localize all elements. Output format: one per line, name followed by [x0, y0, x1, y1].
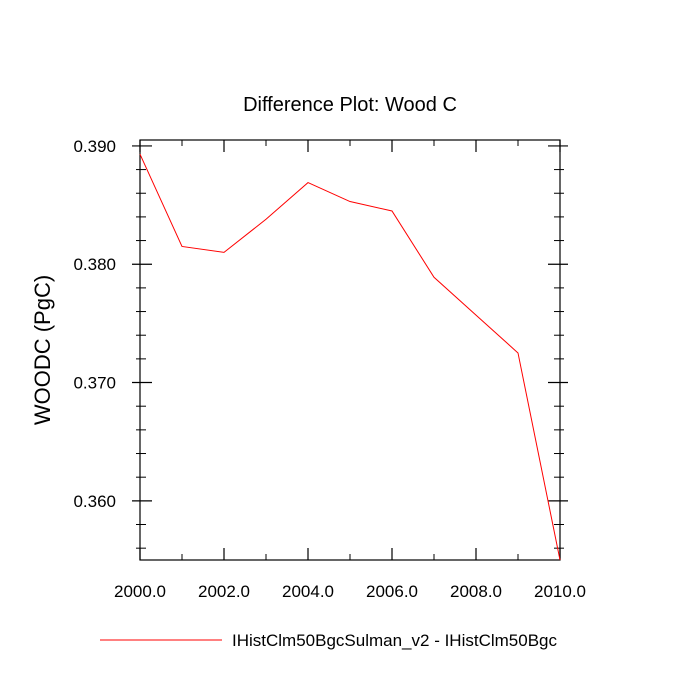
y-tick-label: 0.360 — [73, 492, 116, 511]
x-tick-label: 2010.0 — [534, 582, 586, 601]
y-axis-ticks — [132, 145, 568, 549]
legend: IHistClm50BgcSulman_v2 - IHistClm50Bgc — [100, 631, 557, 650]
y-tick-label: 0.380 — [73, 255, 116, 274]
y-axis-tick-labels: 0.360 0.370 0.380 0.390 — [73, 137, 116, 511]
chart-title: Difference Plot: Wood C — [243, 94, 457, 116]
y-axis-label: WOODC (PgC) — [30, 275, 55, 425]
legend-series-label: IHistClm50BgcSulman_v2 - IHistClm50Bgc — [232, 631, 557, 650]
x-tick-label: 2008.0 — [450, 582, 502, 601]
y-tick-label: 0.390 — [73, 137, 116, 156]
y-tick-label: 0.370 — [73, 374, 116, 393]
x-axis-ticks — [139, 140, 561, 560]
x-axis-tick-labels: 2000.0 2002.0 2004.0 2006.0 2008.0 2010.0 — [114, 582, 586, 601]
x-tick-label: 2006.0 — [366, 582, 418, 601]
x-tick-label: 2000.0 — [114, 582, 166, 601]
series-line-0 — [139, 153, 561, 561]
plot-frame — [139, 139, 561, 561]
series-layer — [139, 153, 561, 561]
x-tick-label: 2002.0 — [198, 582, 250, 601]
x-tick-label: 2004.0 — [282, 582, 334, 601]
